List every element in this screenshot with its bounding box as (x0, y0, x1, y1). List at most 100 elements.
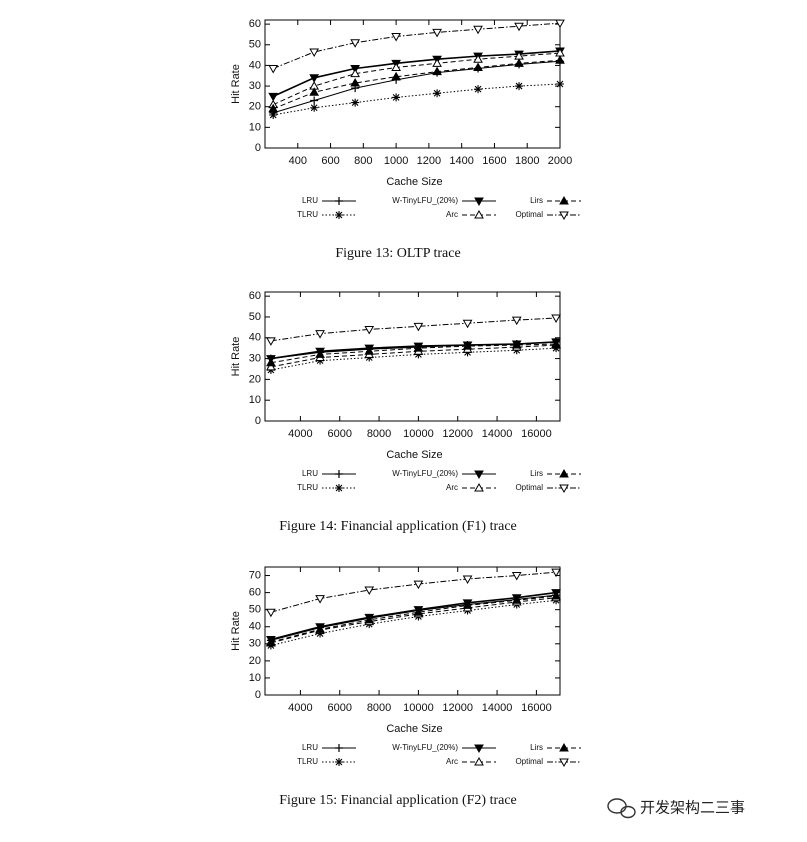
marker (462, 341, 473, 350)
series-line (273, 22, 561, 69)
marker (559, 484, 569, 494)
y-tick-label: 20 (249, 655, 261, 667)
figure-caption: Figure 15: Financial application (F2) tr… (279, 793, 517, 808)
x-tick-label: 12000 (442, 428, 473, 440)
marker (551, 568, 561, 578)
figure-caption: Figure 14: Financial application (F1) tr… (279, 519, 517, 534)
marker (266, 337, 276, 346)
marker (511, 316, 522, 326)
y-tick-label: 40 (249, 59, 261, 71)
legend-label: Arc (446, 483, 458, 492)
x-tick-label: 400 (289, 155, 307, 167)
legend-label: W-TinyLFU_(20%) (392, 196, 458, 205)
legend-label: TLRU (297, 757, 318, 766)
series-line (273, 59, 561, 110)
marker (268, 103, 279, 113)
marker (364, 346, 375, 355)
legend-label: Arc (446, 210, 458, 219)
marker (413, 580, 424, 590)
x-tick-label: 8000 (367, 702, 391, 714)
x-tick-label: 1000 (384, 155, 408, 167)
marker (474, 209, 484, 219)
marker (309, 48, 320, 58)
marker (268, 92, 279, 102)
marker (555, 55, 565, 64)
marker (559, 211, 569, 221)
y-tick-label: 10 (249, 672, 261, 684)
marker (335, 744, 343, 752)
y-axis-label: Hit Rate (230, 611, 242, 651)
x-tick-label: 16000 (521, 428, 552, 440)
series-line (273, 83, 561, 116)
marker (315, 624, 325, 633)
x-tick-label: 16000 (521, 702, 552, 714)
series-line (270, 599, 557, 646)
x-tick-label: 6000 (327, 428, 351, 440)
y-tick-label: 20 (249, 101, 261, 113)
y-tick-label: 70 (249, 569, 261, 581)
x-axis-label: Cache Size (386, 449, 442, 461)
y-tick-label: 30 (249, 638, 261, 650)
x-tick-label: 12000 (442, 702, 473, 714)
marker (556, 80, 564, 88)
marker (350, 77, 361, 87)
marker (473, 54, 483, 63)
marker (514, 22, 524, 32)
marker (391, 71, 401, 81)
x-tick-label: 1800 (515, 155, 539, 167)
x-axis-label: Cache Size (386, 723, 442, 735)
x-tick-label: 1400 (449, 155, 473, 167)
legend-label: Optimal (515, 483, 543, 492)
x-tick-label: 800 (354, 155, 372, 167)
marker (335, 484, 343, 492)
y-tick-label: 0 (255, 142, 261, 154)
marker (315, 595, 325, 604)
x-axis-label: Cache Size (386, 176, 442, 188)
marker (309, 87, 320, 96)
y-tick-label: 10 (249, 121, 261, 133)
y-tick-label: 20 (249, 373, 261, 385)
x-tick-label: 600 (321, 155, 339, 167)
legend-label: Optimal (515, 757, 543, 766)
series-line (272, 52, 561, 106)
marker (350, 68, 361, 78)
marker (511, 340, 522, 349)
plot-frame (264, 291, 561, 422)
marker (391, 33, 401, 42)
legend-label: Lirs (530, 743, 543, 752)
y-tick-label: 50 (249, 39, 261, 51)
y-tick-label: 60 (249, 290, 261, 302)
legend-label: LRU (302, 469, 318, 478)
y-tick-label: 10 (249, 394, 261, 406)
marker (551, 591, 561, 600)
marker (310, 103, 319, 112)
marker (474, 482, 484, 492)
marker (559, 468, 569, 478)
marker (335, 197, 343, 205)
plot-frame (264, 19, 561, 149)
x-tick-label: 14000 (482, 428, 513, 440)
x-tick-label: 4000 (288, 702, 312, 714)
x-tick-label: 10000 (403, 702, 434, 714)
y-tick-label: 40 (249, 332, 261, 344)
marker (474, 744, 484, 754)
marker (413, 322, 424, 332)
legend-label: TLRU (297, 210, 318, 219)
y-tick-label: 0 (255, 415, 261, 427)
y-tick-label: 50 (249, 604, 261, 616)
marker (315, 330, 325, 339)
y-tick-label: 50 (249, 311, 261, 323)
x-tick-label: 1200 (417, 155, 441, 167)
x-tick-label: 2000 (548, 155, 572, 167)
marker (310, 96, 319, 105)
y-tick-label: 30 (249, 80, 261, 92)
marker (351, 98, 360, 107)
x-tick-label: 10000 (403, 428, 434, 440)
figure-caption: Figure 13: OLTP trace (335, 246, 460, 261)
marker (350, 39, 361, 48)
x-tick-label: 6000 (327, 702, 351, 714)
marker (514, 58, 524, 67)
legend-label: Lirs (530, 469, 543, 478)
marker (473, 62, 483, 71)
